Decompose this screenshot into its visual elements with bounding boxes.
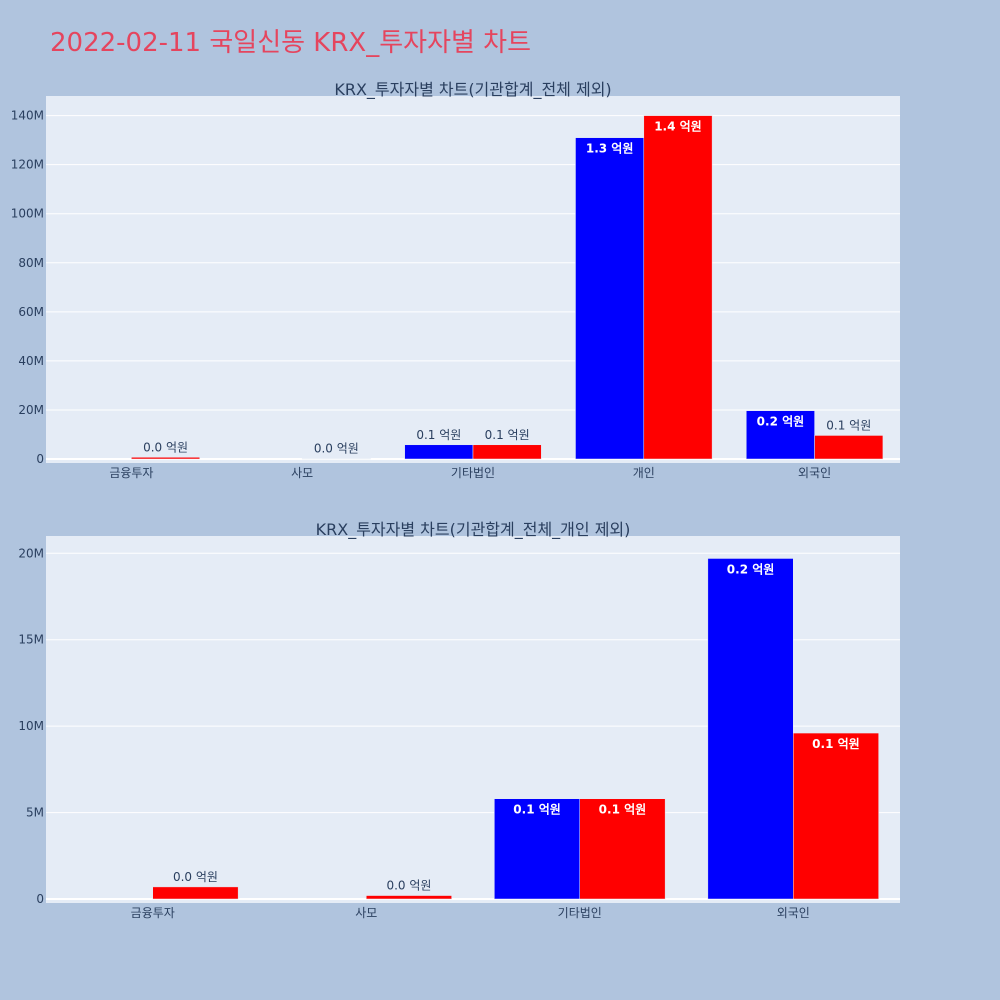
bar [643, 115, 713, 460]
bar [793, 732, 879, 900]
x-tick-label: 외국인 [798, 466, 831, 480]
bar [707, 558, 794, 900]
x-tick-label: 금융투자 [109, 466, 153, 480]
data-label: 0.2 억원 [757, 415, 805, 429]
y-tick-label: 10M [18, 719, 44, 733]
y-tick-label: 0 [36, 892, 44, 906]
bar [366, 895, 452, 900]
data-label: 0.0 억원 [386, 879, 431, 893]
y-tick-label: 80M [18, 256, 44, 270]
data-label: 0.0 억원 [173, 870, 218, 884]
bar [494, 798, 581, 900]
y-tick-label: 20M [18, 546, 44, 560]
y-tick-label: 0 [36, 452, 44, 466]
data-label: 0.2 억원 [727, 562, 775, 576]
x-tick-label: 기타법인 [558, 906, 602, 920]
bar [746, 410, 815, 460]
data-label: 0.1 억원 [416, 428, 461, 442]
chart-title: KRX_투자자별 차트(기관합계_전체_개인 제외) [316, 520, 631, 540]
chart-all-investors: KRX_투자자별 차트(기관합계_전체 제외) 0 20M 40M 60M 80M 100M… [11, 80, 900, 480]
y-tick-label: 100M [11, 207, 44, 221]
data-label: 0.0 억원 [143, 440, 188, 454]
data-label: 0.1 억원 [812, 737, 860, 751]
y-tick-label: 40M [18, 354, 44, 368]
y-tick-label: 60M [18, 305, 44, 319]
data-label: 0.1 억원 [513, 803, 561, 817]
bar [131, 457, 200, 460]
y-tick-label: 140M [11, 109, 44, 123]
x-tick-label: 금융투자 [131, 906, 175, 920]
x-tick-label: 사모 [355, 906, 377, 920]
chart-excluding-individual: KRX_투자자별 차트(기관합계_전체_개인 제외) 0 5M 10M 15M 20M 금융… [18, 520, 900, 920]
data-label: 0.1 억원 [826, 418, 871, 432]
bar [814, 435, 884, 460]
bar [404, 444, 474, 460]
bar [579, 798, 666, 900]
data-label: 0.1 억원 [485, 428, 530, 442]
y-tick-label: 15M [18, 633, 44, 647]
data-label: 0.0 억원 [314, 442, 359, 456]
data-label: 1.3 억원 [586, 142, 634, 156]
bar [152, 886, 239, 900]
y-tick-label: 120M [11, 158, 44, 172]
x-tick-label: 개인 [633, 466, 655, 480]
y-tick-label: 20M [18, 403, 44, 417]
chart-title: KRX_투자자별 차트(기관합계_전체 제외) [334, 80, 611, 100]
y-tick-label: 5M [26, 806, 44, 820]
page-title: 2022-02-11 국일신동 KRX_투자자별 차트 [50, 28, 532, 58]
data-label: 1.4 억원 [654, 120, 702, 134]
bar [472, 444, 542, 460]
x-tick-label: 기타법인 [451, 466, 495, 480]
x-tick-label: 사모 [291, 466, 313, 480]
x-tick-label: 외국인 [777, 906, 810, 920]
data-label: 0.1 억원 [599, 803, 647, 817]
bar [575, 137, 645, 460]
plot-area [46, 96, 900, 463]
